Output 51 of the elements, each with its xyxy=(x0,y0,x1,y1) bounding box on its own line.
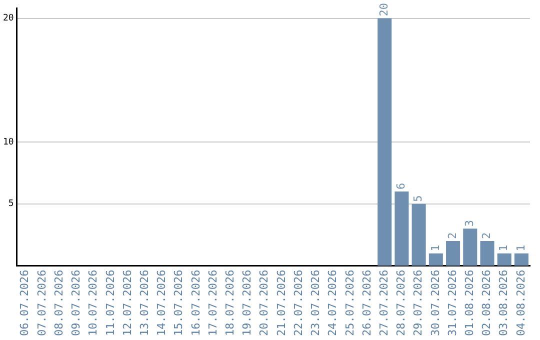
x-tick-label: 11.07.2026 xyxy=(104,270,117,336)
x-tick-label: 20.07.2026 xyxy=(258,270,271,336)
y-tick-label: 5 xyxy=(8,199,14,210)
data-label: 20 xyxy=(377,3,390,16)
x-tick-label: 24.07.2026 xyxy=(326,270,340,336)
x-tick-label: 15.07.2026 xyxy=(172,270,186,336)
x-tick-label: 23.07.2026 xyxy=(309,270,322,336)
x-tick-label: 17.07.2026 xyxy=(206,270,220,336)
x-tick-label: 10.07.2026 xyxy=(86,270,100,336)
x-tick-label: 21.07.2026 xyxy=(274,270,288,336)
x-tick-label: 25.07.2026 xyxy=(343,270,356,336)
x-tick-label: 18.07.2026 xyxy=(224,270,237,336)
x-tick-label: 31.07.2026 xyxy=(446,270,459,336)
bar xyxy=(514,253,528,266)
x-tick-label: 07.07.2026 xyxy=(35,270,48,336)
x-tick-label: 01.08.2026 xyxy=(462,270,476,336)
bar xyxy=(378,18,392,266)
x-tick-label: 19.07.2026 xyxy=(240,270,254,336)
bar xyxy=(428,253,443,266)
x-tick-label: 28.07.2026 xyxy=(394,270,408,336)
data-label: 1 xyxy=(428,244,442,252)
y-tick-label: 20 xyxy=(2,14,14,24)
bar xyxy=(446,241,460,266)
bar xyxy=(394,192,409,266)
data-label: 3 xyxy=(462,220,476,227)
y-tick-label: 10 xyxy=(2,137,14,148)
x-tick-label: 02.08.2026 xyxy=(480,270,494,336)
data-label: 1 xyxy=(497,244,510,252)
data-label: 6 xyxy=(394,182,408,190)
x-tick-label: 16.07.2026 xyxy=(189,270,202,336)
x-tick-label: 14.07.2026 xyxy=(155,270,168,336)
bar xyxy=(497,253,512,266)
x-tick-label: 03.08.2026 xyxy=(497,270,510,336)
x-tick-label: 04.08.2026 xyxy=(514,270,528,336)
data-label: 2 xyxy=(446,232,459,240)
data-label: 2 xyxy=(480,232,494,240)
x-tick-label: 08.07.2026 xyxy=(52,270,66,336)
x-tick-label: 30.07.2026 xyxy=(428,270,442,336)
x-tick-label: 29.07.2026 xyxy=(412,270,425,336)
x-tick-label: 12.07.2026 xyxy=(120,270,134,336)
x-tick-label: 26.07.2026 xyxy=(360,270,374,336)
bar xyxy=(463,228,478,266)
bar xyxy=(480,241,494,266)
x-tick-label: 27.07.2026 xyxy=(377,270,390,336)
x-tick-label: 06.07.2026 xyxy=(18,270,32,336)
x-tick-label: 09.07.2026 xyxy=(70,270,83,336)
data-label: 5 xyxy=(412,195,425,202)
data-label: 1 xyxy=(514,244,528,252)
x-tick-label: 13.07.2026 xyxy=(138,270,151,336)
bar xyxy=(412,204,426,266)
x-tick-label: 22.07.2026 xyxy=(292,270,305,336)
